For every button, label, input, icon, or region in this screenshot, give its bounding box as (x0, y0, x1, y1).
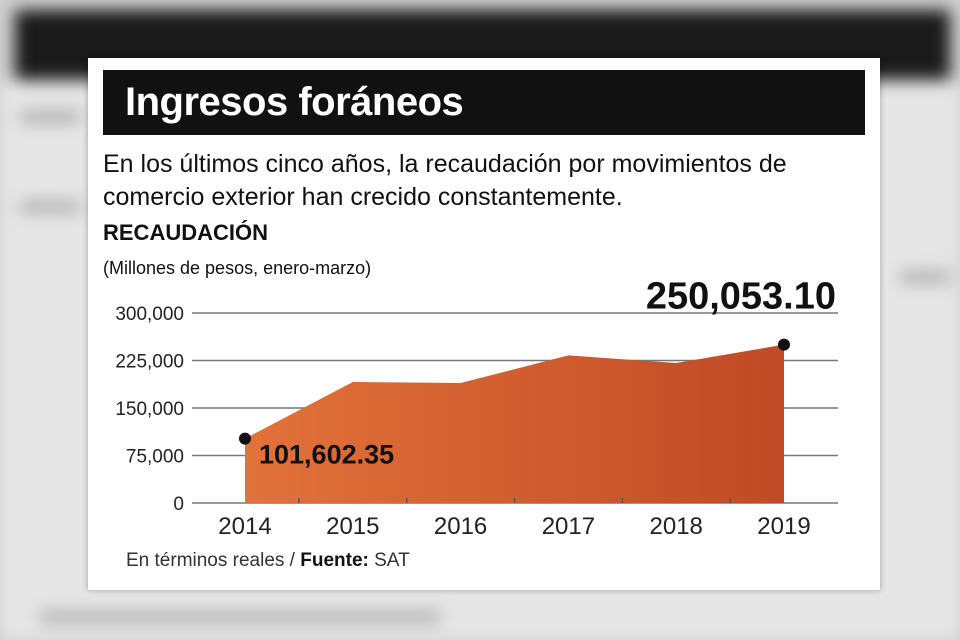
y-tick-label: 0 (173, 494, 184, 515)
chart-unit: (Millones de pesos, enero-marzo) (103, 258, 372, 278)
x-tick-label: 2016 (434, 513, 487, 540)
data-label: 101,602.35 (259, 440, 394, 470)
x-tick-label: 2014 (218, 513, 271, 540)
x-tick-label: 2015 (326, 513, 379, 540)
header-bar: Ingresos foráneos (103, 70, 865, 135)
y-tick-label: 225,000 (115, 352, 184, 373)
data-point (778, 338, 790, 351)
subtitle: En los últimos cinco años, la recaudació… (103, 150, 787, 211)
x-tick-label: 2017 (542, 513, 595, 540)
area-chart: 0 75,000 150,000 225,000 300,000 2014 2015 2016… (115, 276, 838, 540)
data-label: 250,053.10 (646, 276, 836, 318)
area-series (245, 344, 784, 503)
y-tick-label: 300,000 (115, 304, 184, 325)
y-tick-label: 75,000 (126, 447, 184, 468)
data-point (239, 432, 251, 445)
x-tick-label: 2019 (757, 513, 810, 540)
footer-note: En términos reales / Fuente: SAT (126, 550, 410, 572)
page-title: Ingresos foráneos (125, 80, 464, 124)
footer-text: En términos reales / (126, 550, 301, 571)
source-value: SAT (368, 550, 410, 571)
y-tick-label: 150,000 (115, 399, 184, 420)
source-label: Fuente: (300, 550, 369, 571)
chart-title: RECAUDACIÓN (103, 220, 268, 245)
infographic-card: Ingresos foráneos En los últimos cinco a… (88, 58, 880, 590)
x-tick-label: 2018 (650, 513, 703, 540)
